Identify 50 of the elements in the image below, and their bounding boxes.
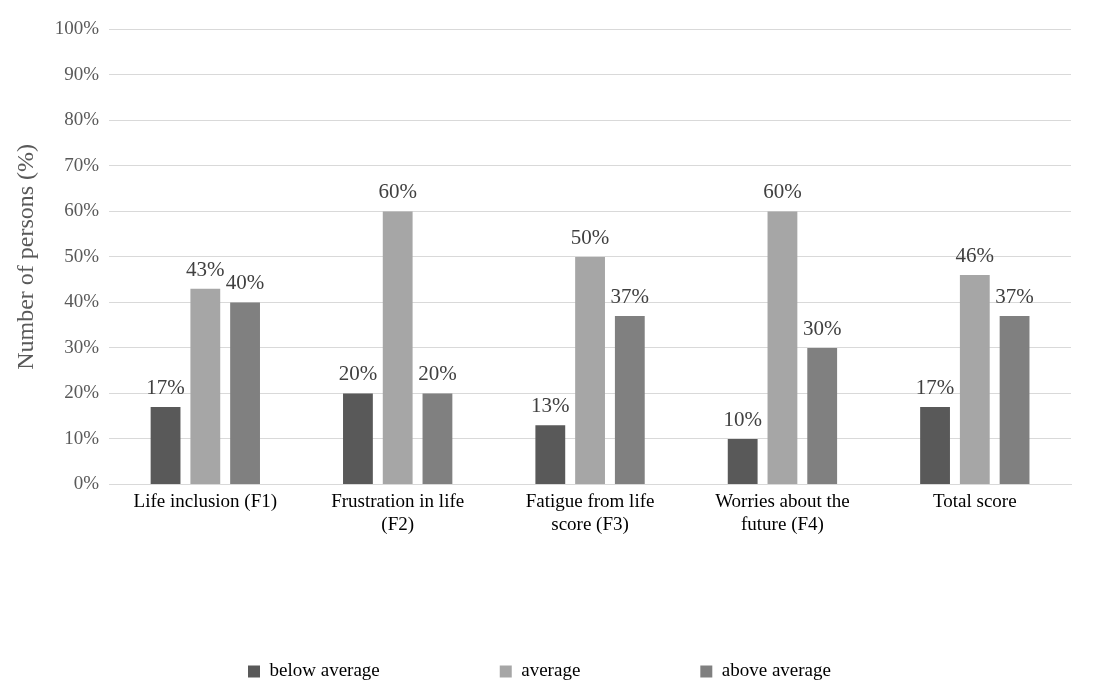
data-label: 60% [763, 179, 802, 204]
x-tick-label: Total score [933, 489, 1017, 511]
legend-label: below average [269, 659, 380, 681]
bar [920, 407, 950, 484]
x-tick-label: Fatigue from life score (F3) [525, 489, 655, 535]
data-label: 43% [186, 256, 225, 281]
bar [230, 302, 260, 484]
data-label: 37% [995, 284, 1034, 309]
data-label: 50% [570, 224, 610, 249]
y-tick-label: 60% [64, 199, 100, 221]
data-label: 40% [225, 270, 265, 295]
data-label: 17% [146, 375, 185, 400]
bar [382, 211, 413, 484]
x-tick-label: Worries about the future (F4) [715, 489, 850, 535]
data-label: 10% [723, 406, 762, 431]
bar [999, 316, 1030, 484]
bar [575, 256, 605, 484]
bar [190, 288, 221, 484]
data-label: 20% [338, 361, 378, 386]
data-label: 30% [802, 315, 842, 340]
bar [150, 407, 181, 484]
y-tick-label: 10% [64, 426, 100, 448]
legend-label: average [521, 659, 581, 681]
data-label: 13% [531, 393, 570, 418]
bar [343, 393, 373, 484]
y-tick-label: 80% [64, 108, 100, 130]
y-tick-label: 70% [64, 153, 100, 175]
bar [727, 438, 758, 484]
x-tick-label: Frustration in life (F2) [331, 489, 465, 535]
bar [767, 211, 798, 484]
legend-label: above average [721, 659, 831, 681]
y-tick-label: 20% [64, 381, 100, 403]
data-label: 60% [378, 179, 417, 204]
bar [535, 425, 566, 484]
bar [422, 393, 453, 484]
bar [959, 275, 990, 484]
y-tick-label: 40% [64, 290, 100, 312]
y-tick-label: 30% [64, 335, 100, 357]
y-tick-label: 50% [64, 244, 100, 266]
y-tick-label: 100% [54, 17, 100, 39]
bar [614, 316, 645, 484]
data-label: 37% [610, 284, 650, 309]
data-label: 20% [418, 361, 457, 386]
x-tick-label: Life inclusion (F1) [133, 489, 278, 512]
y-tick-label: 0% [73, 472, 100, 494]
y-axis-title: Number of persons (%) [11, 143, 38, 370]
data-label: 46% [955, 243, 995, 268]
y-tick-label: 90% [64, 62, 100, 84]
bar [807, 347, 838, 484]
data-label: 17% [915, 375, 955, 400]
